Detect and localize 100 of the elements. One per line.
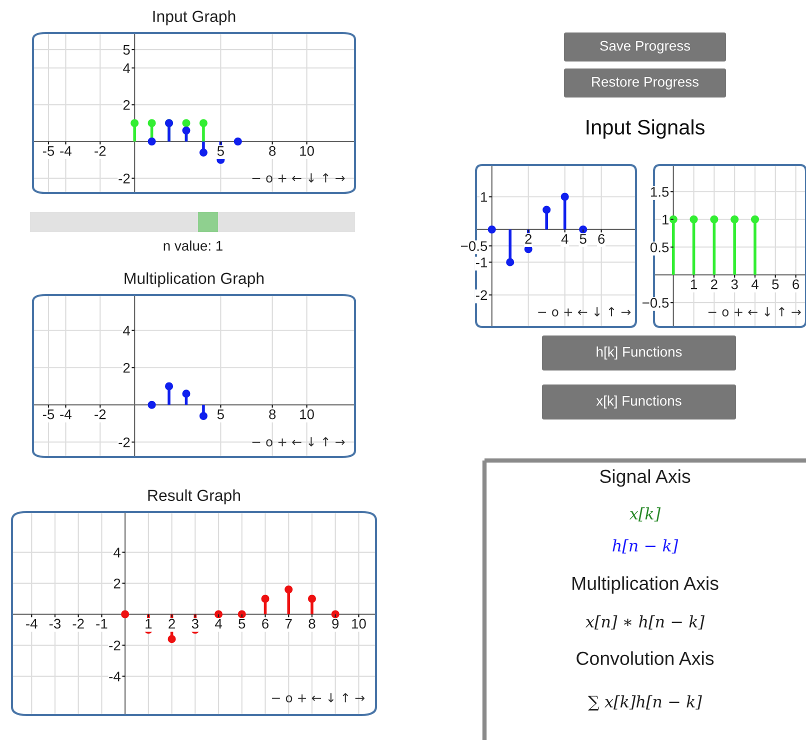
- x-tick-label: 10: [300, 146, 314, 156]
- x-tick-label: 5: [580, 234, 586, 244]
- x-tick-label: -1: [96, 618, 108, 629]
- y-tick-label: −0.5: [460, 241, 488, 252]
- y-tick-label: 1.5: [650, 187, 669, 197]
- point: [284, 585, 293, 594]
- y-tick-label: -2: [118, 174, 130, 184]
- text: x[k] Functions: [596, 396, 682, 408]
- x-tick-label: 2: [711, 279, 718, 290]
- chart-title: Input Graph: [153, 10, 236, 26]
- text: Save Progress: [600, 40, 690, 54]
- text: Multiplication Axis: [572, 576, 718, 594]
- text: Signal Axis: [600, 469, 690, 487]
- x-tick-label: 10: [300, 409, 314, 420]
- annotation: − o + ← ↓ ↑ →: [538, 307, 631, 316]
- x-tick-label: 8: [308, 618, 316, 629]
- text: ∑ x[k]h[n − k]: [588, 695, 702, 710]
- x-tick-label: 8: [269, 146, 276, 156]
- y-tick-label: -1: [476, 258, 488, 268]
- point: [308, 594, 316, 603]
- y-tick-label: -2: [109, 640, 120, 650]
- point: [168, 635, 176, 644]
- x-tick-label: 1: [146, 618, 152, 629]
- point: [542, 206, 551, 214]
- y-tick-label: 4: [123, 63, 130, 73]
- y-tick-label: 1: [481, 192, 488, 202]
- x-tick-label: 4: [751, 280, 758, 290]
- x-tick-label: 2: [525, 234, 532, 244]
- annotation: − o + ← ↓ ↑ →: [252, 437, 345, 446]
- y-tick-label: -2: [118, 437, 130, 448]
- point: [130, 119, 139, 128]
- x-tick-label: 6: [598, 234, 605, 244]
- x-tick-label: 9: [332, 618, 339, 629]
- x-tick-label: 5: [217, 410, 224, 420]
- point: [121, 610, 130, 618]
- text: h[n − k]: [612, 539, 678, 554]
- x-tick-label: 4: [214, 618, 222, 629]
- x-tick-label: -2: [94, 146, 106, 156]
- text: x[k]: [629, 507, 661, 522]
- text: x[n] ∗ h[n − k]: [586, 615, 705, 630]
- x-tick-label: 2: [168, 618, 175, 629]
- point: [506, 258, 514, 266]
- x-tick-label: 1: [690, 280, 697, 290]
- point: [234, 137, 242, 146]
- x-tick-label: 5: [217, 146, 224, 156]
- x-tick-label: -5: [42, 146, 54, 156]
- point: [560, 192, 569, 201]
- x-tick-label: 10: [352, 618, 366, 629]
- x-tick-label: 5: [772, 280, 779, 290]
- point: [182, 126, 190, 134]
- point: [261, 594, 270, 603]
- point: [199, 148, 208, 157]
- x-tick-label: 6: [792, 279, 800, 290]
- x-tick-label: 5: [238, 618, 246, 629]
- text: Input Signals: [586, 119, 704, 139]
- x-tick-label: -4: [60, 146, 72, 156]
- y-tick-label: 5: [123, 45, 130, 55]
- point: [331, 610, 340, 618]
- x-tick-label: 3: [731, 279, 738, 290]
- annotation: − o + ← ↓ ↑ →: [272, 693, 364, 702]
- text: h[k] Functions: [596, 346, 682, 360]
- y-tick-label: 4: [123, 326, 130, 336]
- y-tick-label: -2: [476, 290, 488, 300]
- x-tick-label: 7: [285, 618, 292, 629]
- x-tick-label: -4: [26, 618, 38, 629]
- point: [579, 225, 588, 234]
- point: [199, 119, 208, 128]
- chart-title: Result Graph: [148, 489, 240, 504]
- x-tick-label: -3: [49, 618, 61, 629]
- x-tick-label: -4: [60, 410, 72, 420]
- x-tick-label: -2: [94, 409, 106, 420]
- x-tick-label: 8: [269, 409, 276, 420]
- text: Restore Progress: [592, 77, 699, 90]
- chart-title: Multiplication Graph: [124, 272, 264, 288]
- x-tick-label: -5: [42, 410, 54, 420]
- y-tick-label: 2: [123, 100, 130, 110]
- point: [182, 119, 190, 128]
- annotation: − o + ← ↓ ↑ →: [252, 173, 345, 183]
- point: [214, 610, 223, 618]
- point: [199, 412, 208, 420]
- x-tick-label: 4: [561, 234, 568, 244]
- point: [488, 225, 496, 234]
- y-tick-label: 4: [114, 548, 121, 558]
- y-tick-label: 0.5: [650, 242, 669, 252]
- point: [182, 390, 190, 398]
- point: [148, 137, 156, 146]
- y-tick-label: −0.5: [642, 298, 669, 308]
- x-tick-label: 6: [262, 618, 269, 629]
- point: [148, 119, 156, 128]
- text: n value: 1: [164, 240, 222, 251]
- point: [148, 400, 156, 409]
- point: [165, 382, 174, 390]
- point: [238, 610, 246, 618]
- y-tick-label: 2: [123, 362, 130, 373]
- annotation: − o + ← ↓ ↑ →: [708, 307, 801, 316]
- y-tick-label: 1: [662, 214, 669, 224]
- y-tick-label: -4: [109, 672, 121, 682]
- text: Convolution Axis: [576, 651, 714, 666]
- y-tick-label: 2: [114, 578, 120, 588]
- x-tick-label: 3: [192, 618, 198, 629]
